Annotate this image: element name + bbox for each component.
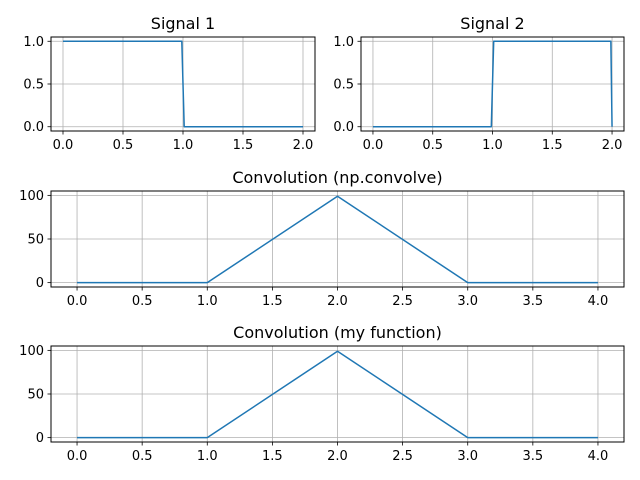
x-tick-label: 3.5 — [522, 449, 543, 464]
x-tick-label: 2.5 — [392, 294, 413, 309]
x-tick-label: 0.0 — [67, 294, 88, 309]
y-tick-label: 1.0 — [23, 35, 44, 50]
subplot-convolution-mine: 0.0 0.5 1.0 1.5 2.0 2.5 3.0 3.5 4.0 0 50 100 Convol… — [19, 323, 625, 464]
x-tick-label: 4.0 — [588, 294, 609, 309]
y-tick-label: 0 — [36, 276, 44, 291]
chart-title: Convolution (np.convolve) — [232, 168, 442, 187]
chart-title: Signal 2 — [460, 14, 524, 33]
x-tick-label: 1.0 — [197, 294, 218, 309]
x-tick-label: 0.0 — [363, 138, 384, 153]
subplot-signal-2: 0.0 0.5 1.0 1.5 2.0 0.0 0.5 1.0 Signal 2 — [333, 14, 625, 153]
series-line — [77, 195, 598, 284]
x-tick-label: 1.5 — [233, 138, 254, 153]
y-tick-label: 0.5 — [23, 78, 44, 93]
chart-title: Signal 1 — [151, 14, 215, 33]
y-tick-label: 50 — [27, 233, 44, 248]
series-line — [77, 350, 598, 439]
x-tick-label: 0.5 — [422, 138, 443, 153]
x-tick-label: 1.5 — [262, 449, 283, 464]
y-tick-label: 0 — [36, 431, 44, 446]
y-tick-label: 100 — [19, 189, 44, 204]
x-tick-label: 0.5 — [113, 138, 134, 153]
x-tick-label: 4.0 — [588, 449, 609, 464]
x-tick-label: 1.0 — [197, 449, 218, 464]
y-tick-label: 0.0 — [333, 120, 354, 135]
x-tick-label: 0.0 — [53, 138, 74, 153]
x-tick-label: 3.0 — [457, 294, 478, 309]
x-tick-label: 2.0 — [293, 138, 314, 153]
y-tick-label: 50 — [27, 388, 44, 403]
x-tick-label: 2.0 — [327, 294, 348, 309]
y-tick-label: 100 — [19, 344, 44, 359]
y-tick-label: 1.0 — [333, 35, 354, 50]
x-tick-label: 0.5 — [132, 449, 153, 464]
x-tick-label: 2.5 — [392, 449, 413, 464]
x-tick-label: 0.0 — [67, 449, 88, 464]
chart-title: Convolution (my function) — [233, 323, 442, 342]
x-tick-label: 1.0 — [173, 138, 194, 153]
subplot-convolution-np: 0.0 0.5 1.0 1.5 2.0 2.5 3.0 3.5 4.0 0 50 100 Convol… — [19, 168, 625, 309]
y-tick-label: 0.0 — [23, 120, 44, 135]
x-tick-label: 2.0 — [602, 138, 623, 153]
x-tick-label: 3.5 — [522, 294, 543, 309]
series-line — [372, 40, 613, 128]
x-tick-label: 1.0 — [482, 138, 503, 153]
x-tick-label: 3.0 — [457, 449, 478, 464]
x-tick-label: 2.0 — [327, 449, 348, 464]
x-tick-label: 0.5 — [132, 294, 153, 309]
subplot-signal-1: 0.0 0.5 1.0 1.5 2.0 0.0 0.5 1.0 Signal 1 — [23, 14, 316, 153]
x-tick-label: 1.5 — [262, 294, 283, 309]
x-tick-label: 1.5 — [542, 138, 563, 153]
series-line — [63, 40, 303, 128]
y-tick-label: 0.5 — [333, 78, 354, 93]
